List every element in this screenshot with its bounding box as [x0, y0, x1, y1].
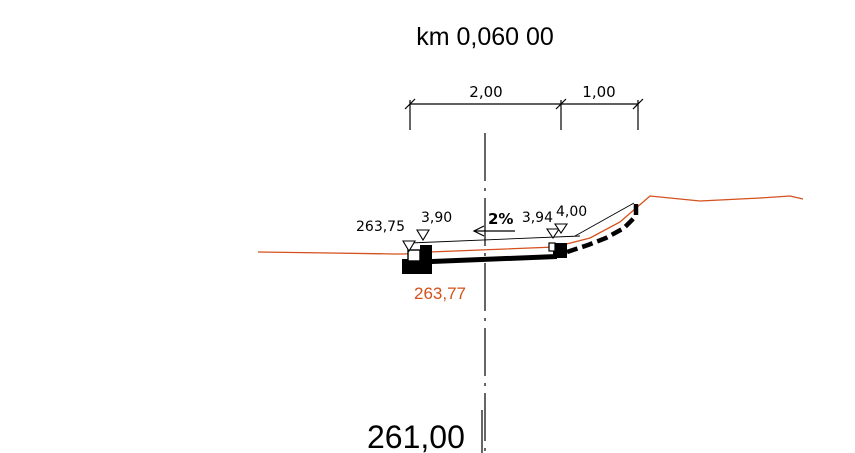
dimension-line	[404, 98, 644, 130]
datum-label: 261,00	[367, 419, 465, 453]
design-surface	[409, 202, 635, 244]
level-markers	[402, 223, 569, 253]
left-offset-label: 3,90	[421, 210, 452, 226]
right-offset-b-label: 4,00	[556, 204, 587, 220]
dimension-right-label: 1,00	[582, 83, 615, 101]
left-elevation-label: 263,75	[356, 219, 405, 235]
dimension-left-label: 2,00	[469, 83, 502, 101]
right-curb	[548, 242, 567, 258]
slope-arrow	[472, 225, 515, 237]
slope-embankment	[566, 204, 639, 255]
left-curb	[402, 245, 432, 274]
section-title: km 0,060 00	[416, 23, 554, 51]
terrain-elevation-label: 263,77	[414, 284, 466, 303]
right-offset-a-label: 3,94	[522, 210, 553, 226]
terrain-line	[257, 195, 804, 255]
base-slab	[432, 254, 557, 264]
slope-label: 2%	[488, 210, 513, 228]
